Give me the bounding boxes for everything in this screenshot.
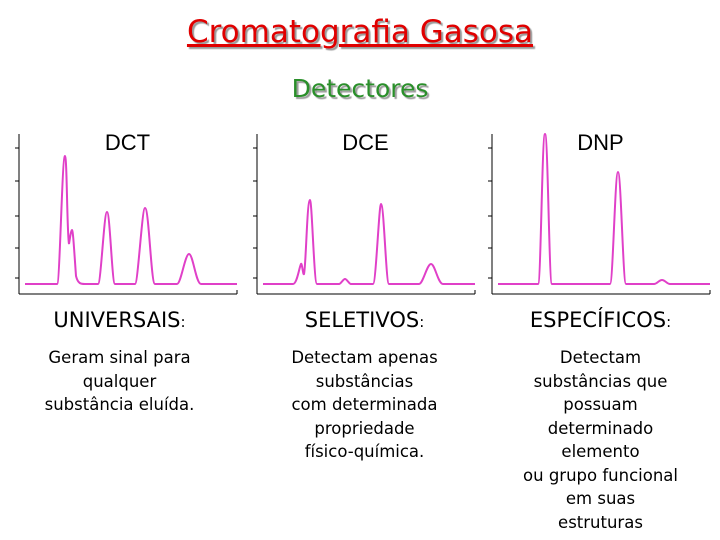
detector-label: DCT [104,130,151,155]
category-colon: : [180,313,186,331]
chromatogram-trace [263,198,475,285]
chromatogram-dct: DCT [15,126,240,296]
category-name: SELETIVOS [304,308,420,332]
category-description: Detectam substâncias que possuam determi… [483,346,718,534]
chromatogram-trace [25,154,237,285]
chromatogram-dce: DCE [253,126,478,296]
column-seletivos: SELETIVOS: Detectam apenas substâncias c… [247,308,482,464]
chromatogram-dnp-plot [488,132,711,295]
description-line: substâncias que [533,371,668,391]
page-title: Cromatografia Gasosa [186,14,534,50]
description-line: determinado [547,418,654,438]
category-heading: UNIVERSAIS: [2,308,237,332]
description-line: estruturas [558,512,643,532]
category-name: UNIVERSAIS [53,308,181,332]
description-line: substância eluída. [44,395,195,414]
chromatogram-trace [498,132,710,285]
description-line: físico-química. [304,442,425,461]
description-line: Detectam apenas [291,348,438,367]
description-line: substâncias [315,371,414,391]
axes [15,134,238,295]
detector-label: DNP [577,130,624,155]
description-line: com determinada [291,395,438,414]
column-universais: UNIVERSAIS: Geram sinal para qualquer su… [2,308,237,417]
detector-label: DCE [342,130,389,155]
axes [488,134,711,295]
description-line: possuam [563,395,638,414]
chromatogram-dct-plot [15,134,238,295]
description-line: elemento [561,442,640,461]
category-name: ESPECÍFICOS [529,308,667,332]
chromatogram-dnp: DNP [488,126,713,296]
category-description: Detectam apenas substâncias com determin… [247,346,482,464]
category-colon: : [666,313,672,331]
description-line: qualquer [82,371,157,391]
description-line: ou grupo funcional [523,465,678,485]
category-colon: : [419,313,425,331]
description-line: propriedade [314,418,415,438]
chromatogram-dce-plot [253,134,476,295]
page-subtitle: Detectores [291,74,429,103]
column-especificos: ESPECÍFICOS: Detectam substâncias que po… [483,308,718,534]
category-heading: ESPECÍFICOS: [483,308,718,332]
category-description: Geram sinal para qualquer substância elu… [2,346,237,417]
description-line: Geram sinal para [48,348,191,367]
category-heading: SELETIVOS: [247,308,482,332]
description-line: Detectam [559,348,642,367]
axes [253,134,476,295]
description-line: em suas [565,489,636,508]
